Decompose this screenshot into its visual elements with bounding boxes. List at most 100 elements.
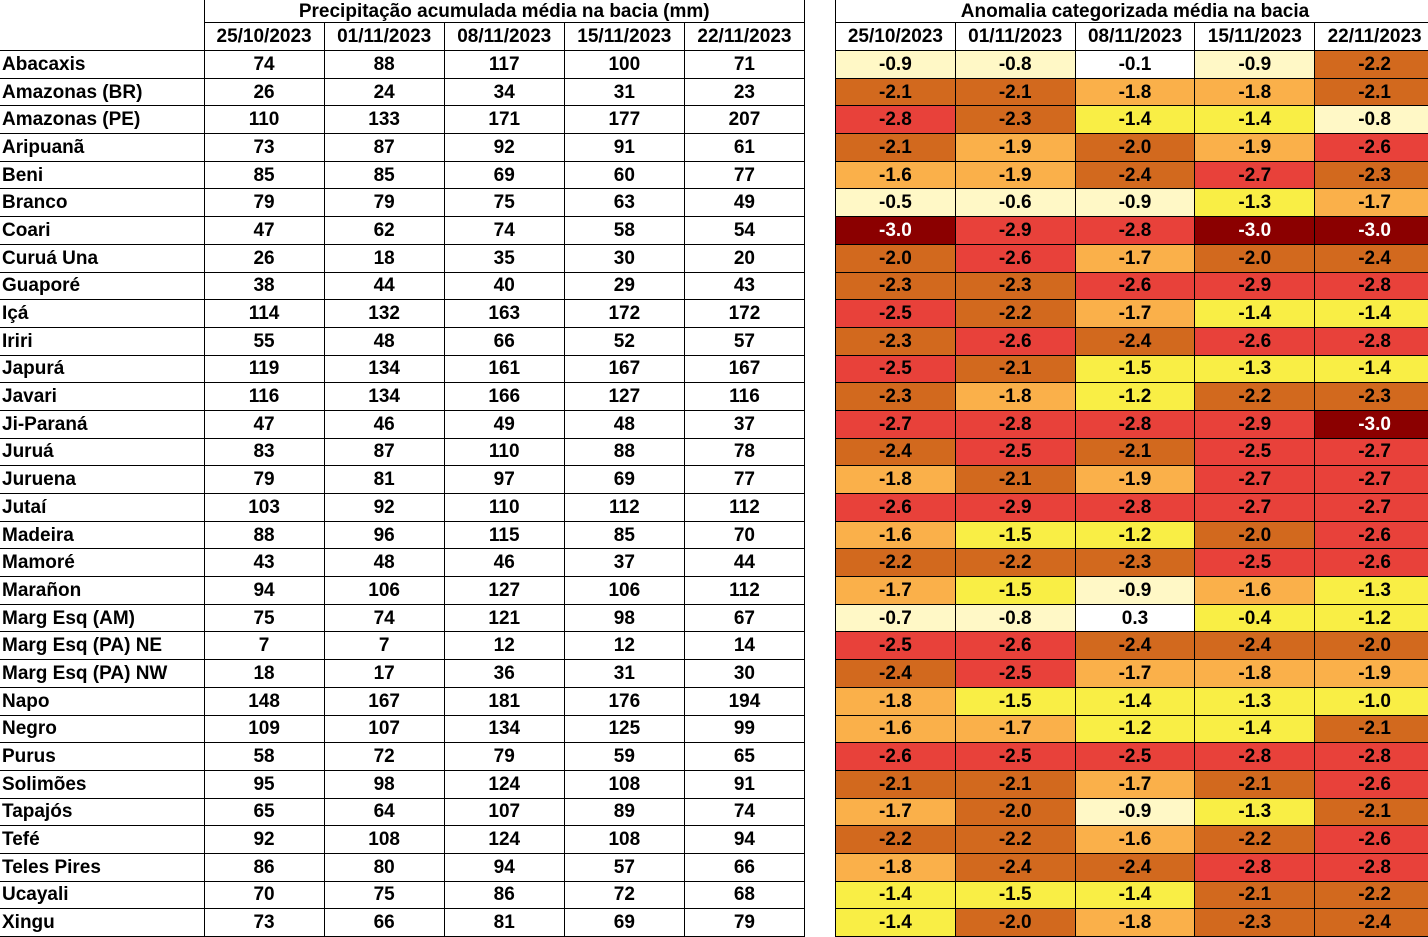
table-row: -1.7-2.0-0.9-1.3-2.1 [836, 798, 1428, 826]
precipitation-cell: 77 [684, 466, 804, 494]
basin-name: Ucayali [0, 881, 204, 909]
anomaly-cell: -2.8 [1315, 327, 1428, 355]
basin-name: Juruena [0, 466, 204, 494]
anomaly-cell: -2.1 [955, 770, 1075, 798]
table-row: -2.3-2.3-2.6-2.9-2.8 [836, 272, 1428, 300]
precipitation-cell: 134 [444, 715, 564, 743]
anomaly-cell: -0.8 [955, 51, 1075, 79]
anomaly-cell: -1.0 [1315, 687, 1428, 715]
anomaly-cell: -2.2 [955, 300, 1075, 328]
precipitation-cell: 127 [444, 577, 564, 605]
basin-name: Coari [0, 217, 204, 245]
anomaly-cell: -1.8 [836, 853, 956, 881]
basin-name: Tapajós [0, 798, 204, 826]
date-header: 15/11/2023 [564, 23, 684, 51]
anomaly-cell: -1.5 [955, 521, 1075, 549]
anomaly-cell: -2.6 [955, 327, 1075, 355]
precipitation-cell: 80 [324, 853, 444, 881]
precipitation-cell: 31 [564, 78, 684, 106]
anomaly-cell: -1.6 [836, 161, 956, 189]
precipitation-cell: 124 [444, 770, 564, 798]
precipitation-cell: 95 [204, 770, 324, 798]
anomaly-cell: -2.5 [1075, 743, 1195, 771]
precipitation-cell: 44 [324, 272, 444, 300]
precipitation-cell: 92 [204, 826, 324, 854]
anomaly-cell: -2.4 [836, 660, 956, 688]
precipitation-cell: 107 [324, 715, 444, 743]
anomaly-cell: -1.8 [836, 687, 956, 715]
anomaly-cell: -2.8 [1315, 853, 1428, 881]
anomaly-cell: -2.9 [1195, 272, 1315, 300]
precipitation-cell: 75 [204, 604, 324, 632]
precipitation-cell: 7 [204, 632, 324, 660]
anomaly-cell: -1.4 [1195, 300, 1315, 328]
precipitation-cell: 48 [324, 327, 444, 355]
precipitation-cell: 88 [324, 51, 444, 79]
anomaly-cell: -1.8 [1195, 660, 1315, 688]
precipitation-cell: 66 [684, 853, 804, 881]
precipitation-cell: 112 [564, 494, 684, 522]
table-row: -0.5-0.6-0.9-1.3-1.7 [836, 189, 1428, 217]
basin-name: Marg Esq (PA) NE [0, 632, 204, 660]
anomaly-cell: -2.7 [1195, 161, 1315, 189]
table-row: -2.5-2.6-2.4-2.4-2.0 [836, 632, 1428, 660]
anomaly-cell: -1.5 [1075, 355, 1195, 383]
anomaly-cell: -1.4 [1315, 300, 1428, 328]
table-row: -1.6-1.5-1.2-2.0-2.6 [836, 521, 1428, 549]
table-row: -2.1-1.9-2.0-1.9-2.6 [836, 134, 1428, 162]
precipitation-cell: 172 [564, 300, 684, 328]
anomaly-cell: -1.7 [955, 715, 1075, 743]
date-header: 22/11/2023 [1315, 23, 1428, 51]
table-row: -1.8-1.5-1.4-1.3-1.0 [836, 687, 1428, 715]
precipitation-cell: 108 [564, 770, 684, 798]
anomaly-cell: -2.5 [955, 438, 1075, 466]
precipitation-cell: 79 [204, 466, 324, 494]
anomaly-cell: -1.7 [1075, 244, 1195, 272]
precipitation-cell: 132 [324, 300, 444, 328]
anomaly-cell: -1.7 [1075, 770, 1195, 798]
basin-name: Mamoré [0, 549, 204, 577]
basin-name: Curuá Una [0, 244, 204, 272]
anomaly-cell: -3.0 [1195, 217, 1315, 245]
blank-corner-cell [0, 23, 204, 51]
precipitation-cell: 37 [564, 549, 684, 577]
precipitation-cell: 96 [324, 521, 444, 549]
basin-name: Beni [0, 161, 204, 189]
precipitation-cell: 70 [204, 881, 324, 909]
precipitation-cell: 12 [444, 632, 564, 660]
anomaly-cell: -1.2 [1075, 715, 1195, 743]
precipitation-cell: 110 [444, 438, 564, 466]
table-row: -2.3-2.6-2.4-2.6-2.8 [836, 327, 1428, 355]
precipitation-cell: 116 [204, 383, 324, 411]
table-row: -2.6-2.9-2.8-2.7-2.7 [836, 494, 1428, 522]
basin-name: Marañon [0, 577, 204, 605]
precipitation-cell: 17 [324, 660, 444, 688]
anomaly-cell: -2.8 [1075, 494, 1195, 522]
precipitation-cell: 77 [684, 161, 804, 189]
precipitation-cell: 194 [684, 687, 804, 715]
basin-name: Iriri [0, 327, 204, 355]
precipitation-cell: 40 [444, 272, 564, 300]
basin-name: Tefé [0, 826, 204, 854]
anomaly-cell: -2.2 [1195, 383, 1315, 411]
precipitation-cell: 127 [564, 383, 684, 411]
anomaly-cell: -2.2 [955, 826, 1075, 854]
anomaly-cell: -2.3 [1315, 161, 1428, 189]
precipitation-cell: 57 [684, 327, 804, 355]
precipitation-title-row: Precipitação acumulada média na bacia (m… [0, 0, 805, 23]
anomaly-cell: 0.3 [1075, 604, 1195, 632]
precipitation-cell: 94 [684, 826, 804, 854]
anomaly-cell: -2.0 [836, 244, 956, 272]
precipitation-cell: 47 [204, 410, 324, 438]
precipitation-cell: 88 [564, 438, 684, 466]
precipitation-cell: 74 [444, 217, 564, 245]
precipitation-cell: 181 [444, 687, 564, 715]
